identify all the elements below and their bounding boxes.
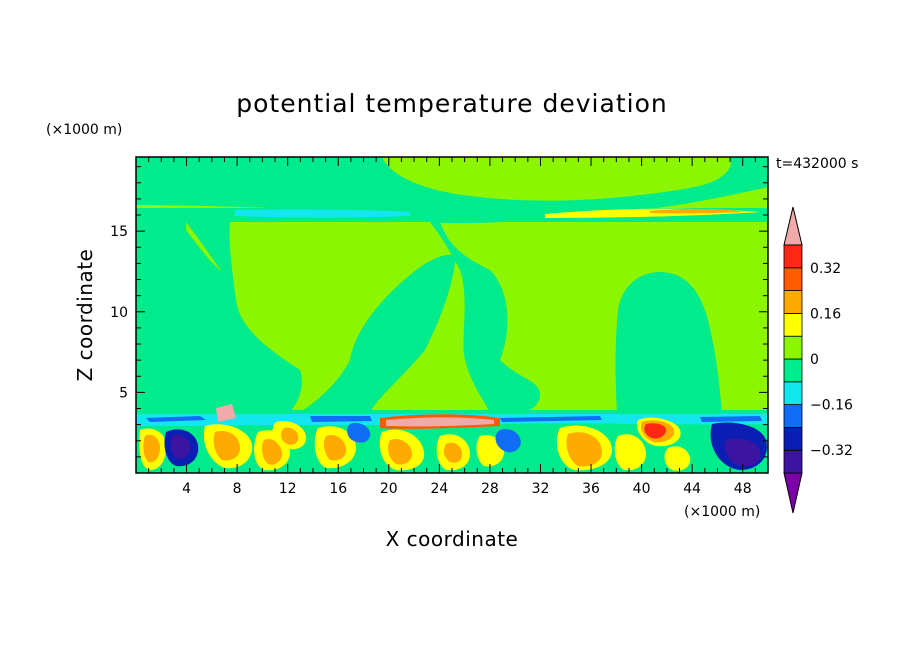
chart-title: potential temperature deviation (236, 89, 667, 118)
colorbar-label: −0.16 (810, 398, 853, 414)
colorbar-swatch (783, 267, 803, 291)
cold-cell-1-core (170, 434, 190, 459)
x-axis-label: X coordinate (386, 527, 519, 551)
warm-cell-2-core (213, 430, 240, 461)
contour-field (136, 157, 768, 473)
cold-cell-2-core (724, 438, 761, 467)
x-tick-label: 48 (734, 481, 752, 497)
warm-cell-7-core (443, 442, 462, 463)
x-tick-label: 16 (329, 481, 347, 497)
colorbar-swatch (783, 381, 803, 405)
colorbar-max-arrow (783, 206, 803, 246)
plume-center-right (430, 222, 540, 412)
colorbar-swatch (783, 312, 803, 337)
colorbar-swatch (783, 358, 803, 383)
x-axis-ticks: 4 8 12 16 20 24 28 32 36 40 44 48 (148, 157, 756, 497)
colorbar-swatch (783, 335, 803, 360)
warm-cell-10 (614, 434, 646, 471)
tropopause-cyan-streak (235, 209, 410, 218)
x-tick-label: 20 (380, 481, 398, 497)
y-tick-label: 5 (119, 385, 128, 401)
warm-cell-11-core (644, 423, 666, 439)
x-tick-label: 28 (481, 481, 499, 497)
time-label: t=432000 s (776, 156, 858, 172)
x-tick-label: 40 (633, 481, 651, 497)
colorbar-label: 0 (810, 352, 819, 368)
x-unit-label: (×1000 m) (684, 504, 760, 520)
y-tick-label: 15 (110, 224, 128, 240)
upper-left-region (136, 157, 160, 196)
x-tick-label: 8 (233, 481, 242, 497)
tropopause-orange-streak (650, 208, 745, 214)
colorbar-label: −0.32 (810, 443, 853, 459)
colorbar-swatch (783, 290, 803, 314)
x-tick-label: 24 (430, 481, 448, 497)
x-tick-label: 4 (182, 481, 191, 497)
colorbar-swatch (783, 426, 803, 451)
warm-cell-1-core (143, 434, 160, 463)
cold-cell-3 (495, 429, 521, 453)
upper-negative-region (136, 157, 768, 224)
warm-cell-3-core (261, 438, 282, 465)
cold-cell-4 (347, 422, 371, 443)
colorbar-swatch (783, 404, 803, 428)
y-tick-label: 10 (110, 305, 128, 321)
colorbar-label: 0.16 (810, 306, 841, 322)
y-unit-label: (×1000 m) (46, 122, 122, 138)
y-axis-label: Z coordinate (73, 249, 97, 382)
colorbar-swatch (783, 244, 803, 269)
y-axis-ticks: 5 10 15 (110, 166, 768, 458)
warm-cell-5-core (323, 434, 346, 461)
warm-cell-9-core (566, 432, 602, 467)
plume-left (136, 222, 302, 412)
x-tick-label: 44 (683, 481, 701, 497)
x-tick-label: 36 (582, 481, 600, 497)
colorbar-swatch (783, 449, 803, 474)
boundary-top-pink-streak (386, 417, 494, 427)
colorbar-label: 0.32 (810, 261, 841, 277)
colorbar: 0.32 0.16 0 −0.16 −0.32 (783, 206, 853, 514)
colorbar-min-arrow (783, 472, 803, 514)
warm-cell-12 (664, 446, 691, 471)
warm-cell-4-core (281, 427, 299, 445)
boundary-top-left-streak (216, 404, 236, 422)
plume-center (300, 254, 456, 412)
plume-right (615, 272, 722, 412)
plume-left-notch (186, 222, 222, 272)
x-tick-label: 12 (279, 481, 297, 497)
warm-cell-6-core (388, 438, 412, 465)
x-tick-label: 32 (532, 481, 550, 497)
